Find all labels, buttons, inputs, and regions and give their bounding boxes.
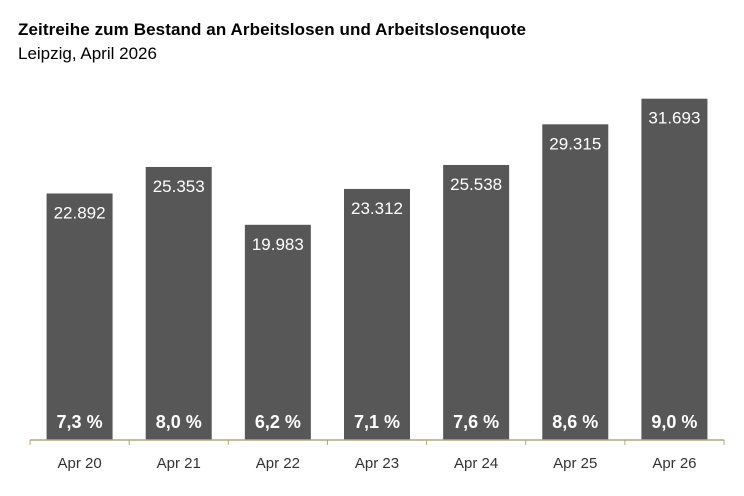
tick-labels-layer: Apr 20 Apr 21 Apr 22 Apr 23 Apr 24 Apr 25 Apr … bbox=[57, 455, 696, 472]
bar-1 bbox=[46, 193, 113, 440]
quote-label: 9,0 % bbox=[651, 412, 697, 432]
bar-value-label: 29.315 bbox=[549, 134, 601, 153]
bar-7 bbox=[641, 98, 708, 441]
quote-label: 7,3 % bbox=[57, 412, 103, 432]
value-labels-layer: 22.892 25.353 19.983 23.312 25.538 29.315 31.6… bbox=[54, 109, 701, 254]
bar-5 bbox=[443, 164, 510, 440]
chart-title: Zeitreihe zum Bestand an Arbeitslosen un… bbox=[18, 20, 527, 39]
quote-label: 8,6 % bbox=[552, 412, 598, 432]
x-tick-label: Apr 26 bbox=[652, 455, 696, 472]
bar-value-label: 23.312 bbox=[351, 199, 403, 218]
bar-value-label: 22.892 bbox=[54, 203, 106, 222]
x-tick-label: Apr 21 bbox=[157, 455, 201, 472]
quote-labels-layer: 7,3 % 8,0 % 6,2 % 7,1 % 7,6 % 8,6 % 9,0 % bbox=[57, 412, 698, 432]
x-tick-label: Apr 20 bbox=[57, 455, 101, 472]
bars-layer bbox=[46, 98, 708, 441]
quote-label: 7,6 % bbox=[453, 412, 499, 432]
bar-value-label: 25.538 bbox=[450, 175, 502, 194]
bar-value-label: 31.693 bbox=[648, 109, 700, 128]
quote-label: 7,1 % bbox=[354, 412, 400, 432]
quote-label: 6,2 % bbox=[255, 412, 301, 432]
bar-3 bbox=[244, 224, 311, 440]
quote-label: 8,0 % bbox=[156, 412, 202, 432]
x-axis bbox=[29, 439, 725, 445]
x-tick-label: Apr 23 bbox=[355, 455, 399, 472]
x-tick-label: Apr 24 bbox=[454, 455, 498, 472]
chart-subtitle: Leipzig, April 2026 bbox=[18, 44, 157, 63]
bar-4 bbox=[344, 188, 410, 440]
bar-6 bbox=[542, 124, 609, 441]
bar-2 bbox=[145, 166, 212, 440]
bar-value-label: 25.353 bbox=[153, 177, 205, 196]
bar-value-label: 19.983 bbox=[252, 235, 304, 254]
x-tick-label: Apr 25 bbox=[553, 455, 597, 472]
x-tick-label: Apr 22 bbox=[256, 455, 300, 472]
